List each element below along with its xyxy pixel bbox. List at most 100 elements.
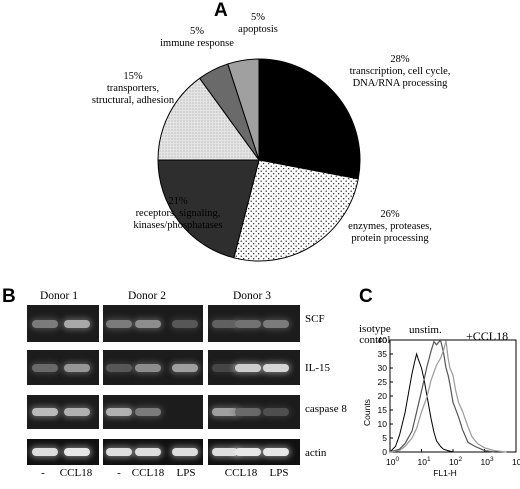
flow-label-isotype: isotype control — [359, 324, 391, 346]
pie-text-receptors-1: receptors, signaling, — [135, 208, 221, 219]
gel-actin-donor3 — [208, 439, 300, 465]
gel-band — [32, 319, 58, 328]
gel-scf-donor1 — [27, 305, 99, 342]
pie-pct-transporters: 15% — [123, 71, 143, 82]
gel-band — [135, 408, 161, 416]
x-axis-label: FL1-H — [433, 468, 457, 478]
gene-label-il15: IL-15 — [305, 362, 331, 374]
gel-band — [135, 448, 161, 456]
x-tick-label: 103 — [481, 456, 494, 467]
gel-grid — [27, 305, 300, 465]
pie-label-apoptosis: 5% apoptosis — [228, 12, 288, 36]
pie-label-transcription: 28% transcription, cell cycle, DNA/RNA p… — [330, 54, 470, 90]
gel-il15-donor2 — [103, 350, 203, 385]
pie-pct-enzymes: 26% — [380, 209, 400, 220]
pie-text-transporters-1: transporters, — [106, 83, 160, 94]
lane-label-d2-ctrl: - — [117, 467, 121, 479]
gel-band — [212, 408, 238, 416]
pie-slice-receptors — [157, 159, 260, 259]
gel-il15-donor3 — [208, 350, 300, 385]
y-tick-label: 25 — [378, 377, 388, 387]
pie-pct-apoptosis: 5% — [251, 12, 265, 23]
gel-band — [135, 363, 161, 372]
x-tick-label: 102 — [449, 456, 462, 467]
pie-text-apoptosis: apoptosis — [238, 24, 278, 35]
y-tick-label: 20 — [378, 391, 388, 401]
gel-band — [263, 319, 289, 328]
gel-band — [32, 363, 58, 372]
gel-caspase8-donor2 — [103, 395, 203, 429]
y-tick-label: 10 — [378, 419, 388, 429]
gel-band — [172, 448, 198, 456]
pie-text-immune: immune response — [160, 38, 234, 49]
gel-actin-donor2 — [103, 439, 203, 465]
pie-label-receptors: 21% receptors, signaling, kinases/phosph… — [118, 196, 238, 232]
y-tick-label: 35 — [378, 349, 388, 359]
flow-line-isotype — [389, 352, 485, 453]
gel-band — [64, 319, 90, 328]
gene-label-caspase8: caspase 8 — [305, 403, 347, 415]
gel-band — [212, 319, 238, 328]
gel-caspase8-donor3 — [208, 395, 300, 429]
pie-chart — [157, 58, 361, 262]
gel-band — [263, 363, 289, 372]
pie-slice-transporters — [157, 77, 260, 161]
flow-label-isotype-1: isotype — [359, 323, 391, 335]
lane-label-d2-lps: LPS — [176, 467, 196, 479]
gel-band — [32, 408, 58, 416]
pie-label-transporters: 15% transporters, structural, adhesion — [78, 71, 188, 107]
x-tick-label: 101 — [418, 456, 431, 467]
pie-text-transporters-2: structural, adhesion — [91, 95, 175, 106]
y-tick-label: 30 — [378, 363, 388, 373]
gel-band — [235, 319, 261, 328]
gel-il15-donor1 — [27, 350, 99, 385]
gel-band — [172, 363, 198, 372]
pie-text-enzymes-1: enzymes, proteases, — [348, 221, 432, 232]
x-tick-label: 104 — [512, 456, 520, 467]
pie-slice-transcription — [258, 58, 361, 180]
panel-a-letter: A — [214, 0, 228, 21]
gel-band — [263, 448, 289, 456]
lane-label-d2-ccl18: CCL18 — [131, 467, 165, 479]
donor-3-label: Donor 3 — [233, 290, 272, 302]
gel-caspase8-donor1 — [27, 395, 99, 429]
flow-line-unstim — [389, 338, 495, 453]
panel-c-letter: C — [359, 286, 373, 307]
panel-b-letter: B — [2, 286, 16, 307]
pie-label-enzymes: 26% enzymes, proteases, protein processi… — [330, 209, 450, 245]
gene-label-actin: actin — [305, 447, 327, 459]
pie-slice-apoptosis — [227, 58, 260, 161]
flow-line-ccl18 — [389, 340, 507, 453]
gel-band — [106, 319, 132, 328]
pie-label-immune: 5% immune response — [147, 26, 247, 50]
gel-band — [135, 319, 161, 328]
gene-label-scf: SCF — [305, 313, 325, 325]
gel-band — [64, 408, 90, 416]
lane-label-d1-ctrl: - — [41, 467, 45, 479]
gel-band — [212, 363, 238, 372]
flow-label-unstim: unstim. — [409, 324, 442, 336]
pie-text-receptors-2: kinases/phosphatases — [133, 220, 223, 231]
y-tick-label: 40 — [378, 335, 388, 345]
gel-band — [64, 448, 90, 456]
pie-text-transcription-1: transcription, cell cycle, — [349, 66, 451, 77]
gel-band — [106, 408, 132, 416]
lane-label-d1-ccl18: CCL18 — [59, 467, 93, 479]
gel-band — [172, 319, 198, 328]
lane-label-d3-lps: LPS — [269, 467, 289, 479]
pie-pct-receptors: 21% — [168, 196, 188, 207]
y-tick-label: 0 — [382, 447, 387, 457]
gel-band — [235, 448, 261, 456]
flow-histogram: 0 5 10 15 20 25 30 35 40 100 101 102 103 104 FL1-H Coun… — [362, 335, 520, 478]
gel-band — [235, 363, 261, 372]
x-tick-label: 100 — [386, 456, 399, 467]
pie-text-enzymes-2: protein processing — [351, 233, 429, 244]
pie-text-transcription-2: DNA/RNA processing — [352, 78, 448, 89]
y-tick-label: 15 — [378, 405, 388, 415]
gel-band — [106, 448, 132, 456]
pie-slice-enzymes — [233, 159, 359, 262]
gel-scf-donor3 — [208, 305, 300, 342]
lane-label-d3-ccl18: CCL18 — [224, 467, 258, 479]
donor-2-label: Donor 2 — [128, 290, 167, 302]
gel-band — [263, 408, 289, 416]
